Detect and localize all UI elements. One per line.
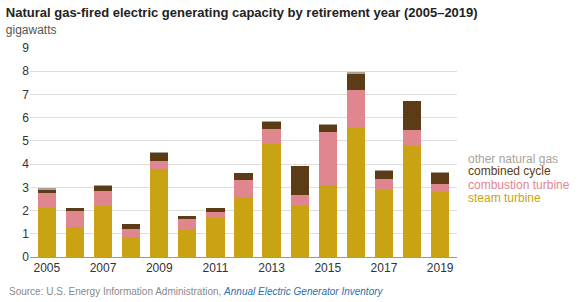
svg-text:0: 0 [22,250,29,264]
svg-text:Source: U.S. Energy Informatio: Source: U.S. Energy Information Administ… [9,286,384,297]
svg-text:2005: 2005 [34,261,61,275]
svg-text:9: 9 [22,41,29,55]
svg-text:8: 8 [22,64,29,78]
svg-text:3: 3 [22,181,29,195]
svg-text:2009: 2009 [146,261,173,275]
svg-text:1: 1 [22,227,29,241]
svg-text:2007: 2007 [90,261,117,275]
svg-text:2: 2 [22,204,29,218]
svg-text:combustion turbine: combustion turbine [468,178,570,192]
svg-text:Natural gas-fired electric gen: Natural gas-fired electric generating ca… [6,5,478,37]
svg-text:5: 5 [22,134,29,148]
svg-text:combined cycle: combined cycle [468,164,551,178]
svg-text:other natural gas: other natural gas [468,152,558,166]
svg-text:7: 7 [22,88,29,102]
svg-text:2011: 2011 [203,261,229,275]
svg-text:2015: 2015 [314,261,341,275]
svg-text:4: 4 [22,157,29,171]
svg-text:2019: 2019 [427,261,454,275]
svg-text:2013: 2013 [258,261,285,275]
svg-text:6: 6 [22,111,29,125]
svg-text:steam turbine: steam turbine [468,191,541,205]
svg-text:2017: 2017 [371,261,398,275]
